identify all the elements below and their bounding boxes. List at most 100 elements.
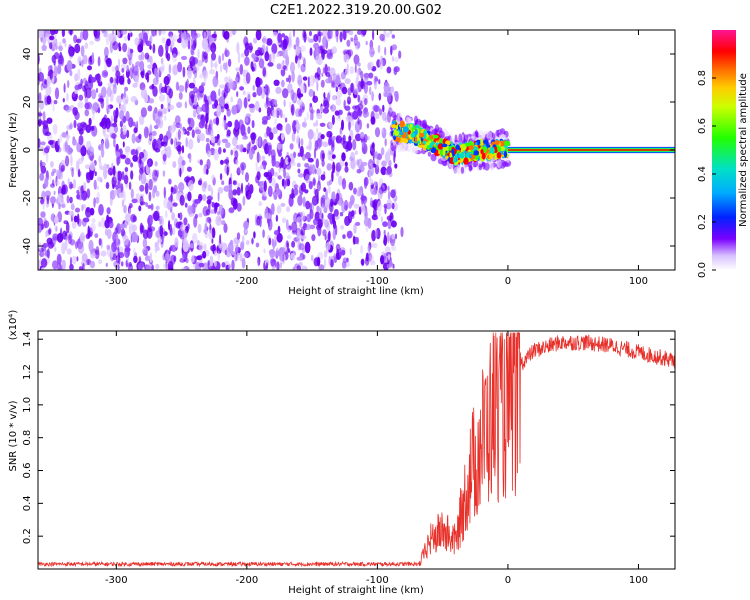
noise-blob bbox=[97, 56, 101, 67]
noise-blob bbox=[249, 151, 254, 160]
noise-blob bbox=[124, 148, 129, 159]
noise-blob bbox=[256, 216, 261, 226]
noise-blob bbox=[371, 229, 376, 242]
noise-blob bbox=[335, 162, 342, 172]
noise-blob bbox=[43, 220, 50, 229]
noise-blob bbox=[38, 72, 44, 82]
noise-blob bbox=[279, 126, 283, 132]
noise-blob bbox=[246, 91, 251, 100]
noise-blob bbox=[168, 178, 172, 185]
noise-blob bbox=[139, 82, 146, 91]
noise-blob bbox=[181, 36, 188, 49]
noise-blob bbox=[121, 67, 125, 73]
noise-blob bbox=[116, 143, 119, 151]
noise-blob bbox=[255, 77, 261, 88]
noise-blob bbox=[115, 70, 121, 79]
noise-blob bbox=[183, 30, 187, 40]
signal-core bbox=[478, 145, 481, 149]
noise-blob bbox=[228, 207, 235, 213]
noise-blob bbox=[131, 133, 136, 144]
noise-blob bbox=[169, 124, 175, 134]
noise-blob bbox=[221, 220, 226, 226]
noise-blob bbox=[148, 137, 152, 146]
noise-blob bbox=[319, 122, 326, 127]
noise-blob bbox=[210, 58, 213, 69]
noise-blob bbox=[39, 251, 45, 257]
noise-blob bbox=[163, 115, 167, 121]
noise-blob bbox=[56, 232, 64, 243]
noise-blob bbox=[307, 36, 310, 42]
noise-blob bbox=[39, 172, 45, 181]
noise-blob bbox=[354, 210, 357, 215]
noise-blob bbox=[235, 251, 238, 261]
noise-blob bbox=[167, 260, 174, 270]
noise-blob bbox=[49, 35, 55, 41]
noise-blob bbox=[166, 200, 173, 211]
noise-blob bbox=[275, 214, 279, 222]
noise-blob bbox=[368, 159, 374, 170]
y-tick-label: -40 bbox=[22, 238, 33, 254]
noise-blob bbox=[382, 262, 390, 270]
noise-blob bbox=[299, 219, 302, 228]
noise-blob bbox=[38, 223, 43, 233]
noise-blob bbox=[235, 159, 239, 166]
noise-blob bbox=[392, 263, 395, 269]
noise-blob bbox=[340, 224, 345, 230]
noise-blob bbox=[296, 135, 300, 145]
noise-blob bbox=[219, 234, 222, 245]
noise-blob bbox=[239, 162, 247, 171]
noise-blob bbox=[211, 227, 216, 239]
noise-blob bbox=[291, 188, 295, 198]
noise-blob bbox=[197, 114, 204, 120]
noise-blob bbox=[67, 80, 70, 88]
noise-blob bbox=[113, 115, 118, 124]
noise-blob bbox=[371, 214, 378, 221]
noise-blob bbox=[270, 51, 276, 64]
noise-blob bbox=[77, 168, 81, 178]
noise-blob bbox=[186, 78, 189, 89]
signal-halo bbox=[478, 164, 483, 171]
noise-blob bbox=[387, 91, 391, 104]
noise-blob bbox=[149, 55, 153, 66]
noise-blob bbox=[87, 65, 92, 71]
noise-blob bbox=[151, 264, 154, 270]
noise-blob bbox=[374, 112, 378, 119]
noise-blob bbox=[77, 191, 84, 201]
noise-blob bbox=[350, 210, 355, 217]
noise-blob bbox=[66, 59, 73, 72]
noise-blob bbox=[65, 221, 70, 234]
noise-blob bbox=[343, 30, 350, 34]
noise-blob bbox=[391, 202, 395, 210]
noise-blob bbox=[111, 133, 117, 139]
noise-blob bbox=[328, 137, 332, 146]
signal-halo bbox=[425, 126, 431, 131]
noise-blob bbox=[295, 36, 300, 48]
noise-blob bbox=[387, 253, 391, 261]
noise-blob bbox=[384, 151, 391, 163]
noise-blob bbox=[142, 238, 148, 249]
y-tick-label: 1.0 bbox=[22, 397, 33, 413]
noise-blob bbox=[302, 196, 306, 208]
noise-blob bbox=[285, 123, 292, 135]
noise-blob bbox=[44, 177, 49, 188]
noise-blob bbox=[152, 110, 156, 121]
noise-blob bbox=[327, 66, 331, 72]
noise-blob bbox=[57, 193, 64, 202]
noise-blob bbox=[187, 191, 192, 202]
noise-blob bbox=[106, 228, 112, 240]
noise-blob bbox=[194, 63, 200, 72]
noise-blob bbox=[395, 233, 397, 240]
noise-blob bbox=[65, 235, 69, 241]
noise-blob bbox=[236, 167, 241, 176]
noise-blob bbox=[243, 97, 248, 109]
noise-blob bbox=[313, 34, 319, 42]
noise-blob bbox=[336, 90, 343, 99]
noise-blob bbox=[38, 138, 41, 149]
noise-blob bbox=[297, 58, 301, 69]
noise-blob bbox=[223, 185, 230, 192]
noise-blob bbox=[49, 175, 52, 181]
noise-blob bbox=[341, 261, 347, 269]
noise-blob bbox=[209, 255, 214, 267]
noise-blob bbox=[280, 247, 286, 255]
noise-blob bbox=[190, 38, 194, 45]
